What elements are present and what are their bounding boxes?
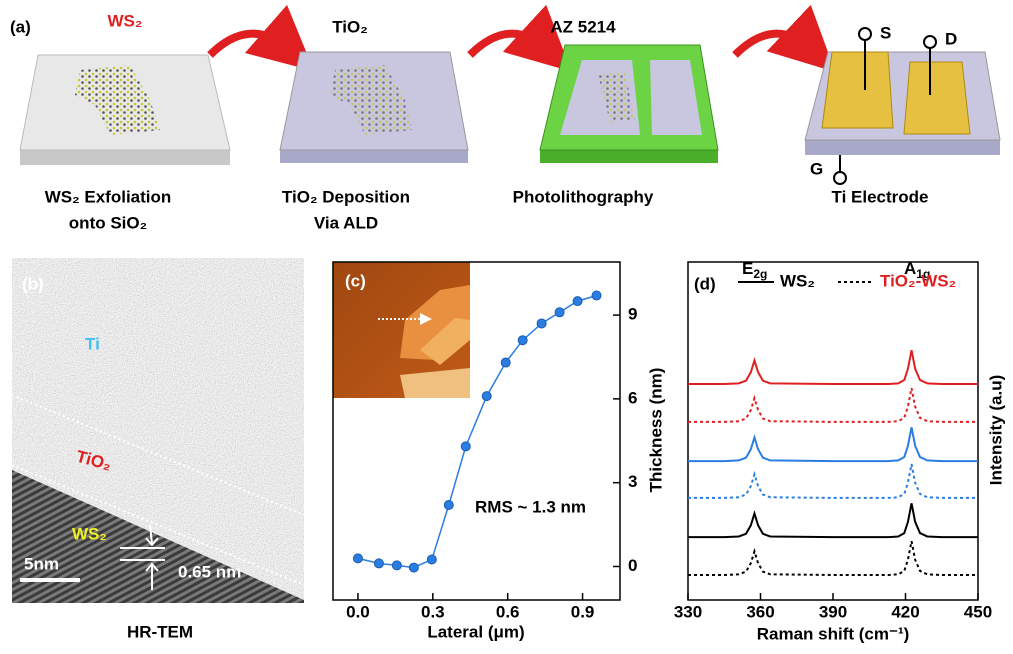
electrode: [822, 52, 893, 128]
x-tick-label: 0.0: [346, 602, 370, 621]
data-point: [409, 563, 418, 572]
series-line: [688, 503, 978, 537]
series-line: [688, 541, 978, 575]
data-point: [444, 501, 453, 510]
x-tick-label: 390: [819, 602, 847, 621]
terminal-label: S: [880, 23, 891, 42]
x-axis-label: Raman shift (cm⁻¹): [757, 624, 910, 643]
peak-sub: 2g: [753, 267, 767, 281]
data-point: [374, 559, 383, 568]
panel-label: (b): [22, 274, 44, 293]
x-axis-label: Lateral (μm): [427, 622, 524, 641]
y-axis-label: Intensity (a.u): [986, 375, 1005, 486]
x-tick-label: 0.3: [421, 602, 445, 621]
series-line: [688, 350, 978, 384]
tem-image: [12, 258, 304, 603]
x-tick-label: 330: [674, 602, 702, 621]
material-label: TiO₂: [332, 17, 368, 36]
spacing-label: 0.65 nm: [178, 562, 241, 581]
legend-label: WS₂: [780, 271, 815, 290]
terminal: [859, 28, 871, 40]
series-line: [688, 388, 978, 422]
panel-label: (d): [694, 274, 716, 293]
data-point: [518, 336, 527, 345]
step-caption: Via ALD: [314, 213, 378, 232]
material-label: WS₂: [108, 11, 143, 30]
arrow: [210, 34, 290, 55]
x-tick-label: 0.6: [496, 602, 520, 621]
arrow: [735, 34, 812, 55]
panel-caption: HR-TEM: [127, 622, 193, 641]
data-point: [555, 308, 564, 317]
data-point: [461, 442, 470, 451]
y-tick-label: 0: [628, 556, 637, 575]
terminal: [924, 36, 936, 48]
y-axis-label: Thickness (nm): [646, 368, 665, 493]
panel-label: (a): [10, 17, 31, 36]
layer-label: Ti: [85, 334, 100, 353]
data-point: [427, 555, 436, 564]
layer-label: WS₂: [72, 524, 107, 543]
x-tick-label: 360: [746, 602, 774, 621]
material-label: AZ 5214: [550, 17, 616, 36]
data-point: [482, 392, 491, 401]
terminal-label: D: [945, 29, 957, 48]
y-tick-label: 9: [628, 305, 637, 324]
data-point: [501, 358, 510, 367]
step-caption: TiO₂ Deposition: [282, 187, 410, 206]
arrow: [470, 34, 548, 55]
terminal: [834, 172, 846, 184]
panel-label: (c): [345, 271, 366, 290]
data-point: [353, 554, 362, 563]
terminal-label: G: [810, 159, 823, 178]
data-point: [573, 297, 582, 306]
step-caption: Ti Electrode: [832, 187, 929, 206]
electrode: [904, 62, 970, 134]
scale-label: 5nm: [24, 554, 59, 573]
substrate-side: [805, 140, 1000, 155]
x-tick-label: 0.9: [571, 602, 595, 621]
series-line: [688, 464, 978, 498]
x-tick-label: 420: [891, 602, 919, 621]
step-caption: WS₂ Exfoliation: [45, 187, 172, 206]
substrate-side: [280, 150, 468, 163]
plot-frame: [688, 262, 978, 600]
data-point: [537, 319, 546, 328]
resist-side: [540, 150, 718, 163]
data-point: [592, 291, 601, 300]
step-caption: onto SiO₂: [69, 213, 147, 232]
substrate-side: [20, 150, 230, 165]
annotation: RMS ~ 1.3 nm: [475, 497, 586, 516]
data-point: [392, 561, 401, 570]
legend-label: TiO₂-WS₂: [880, 271, 956, 290]
series-line: [688, 427, 978, 461]
step-caption: Photolithography: [513, 187, 654, 206]
y-tick-label: 3: [628, 472, 637, 491]
schematic-panel-a: [20, 28, 1000, 184]
y-tick-label: 6: [628, 388, 637, 407]
x-tick-label: 450: [964, 602, 992, 621]
figure: (a) WS₂ TiO₂ AZ 5214 WS₂ Exfoliation ont…: [0, 0, 1013, 654]
